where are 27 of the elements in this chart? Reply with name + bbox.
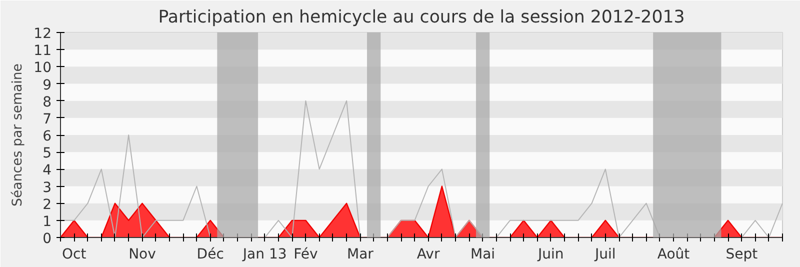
y-axis-title: Séances par semaine	[10, 64, 26, 206]
y-tick-label: 12	[34, 26, 52, 42]
y-tick-label: 0	[42, 231, 52, 247]
y-tick-label: 10	[34, 60, 52, 76]
x-tick-label: Jan 13	[242, 246, 287, 262]
y-tick-label: 5	[42, 146, 52, 162]
y-tick-label: 3	[42, 180, 52, 196]
y-tick-label: 7	[42, 111, 52, 128]
y-tick-label: 11	[34, 43, 52, 60]
x-tick-label: Sept	[726, 246, 758, 262]
y-tick-label: 9	[42, 77, 52, 94]
x-tick-label: Déc	[196, 246, 224, 262]
x-tick-label: Août	[657, 246, 690, 262]
y-tick-label: 1	[42, 214, 52, 230]
x-tick-label: Oct	[62, 246, 87, 262]
x-tick-label: Avr	[416, 246, 440, 262]
y-tick-label: 8	[42, 94, 52, 110]
x-tick-label: Mai	[470, 246, 496, 262]
x-tick-label: Mar	[346, 246, 374, 262]
y-tick-label: 2	[42, 196, 52, 213]
x-tick-label: Nov	[128, 246, 156, 262]
x-tick-label: Juil	[594, 246, 616, 262]
y-tick-label: 6	[42, 128, 52, 144]
x-tick-label: Fév	[294, 246, 318, 262]
x-tick-label: Juin	[537, 246, 564, 262]
y-tick-label: 4	[42, 162, 52, 179]
chart-title: Participation en hemicycle au cours de la session 2012-2013	[158, 8, 685, 28]
